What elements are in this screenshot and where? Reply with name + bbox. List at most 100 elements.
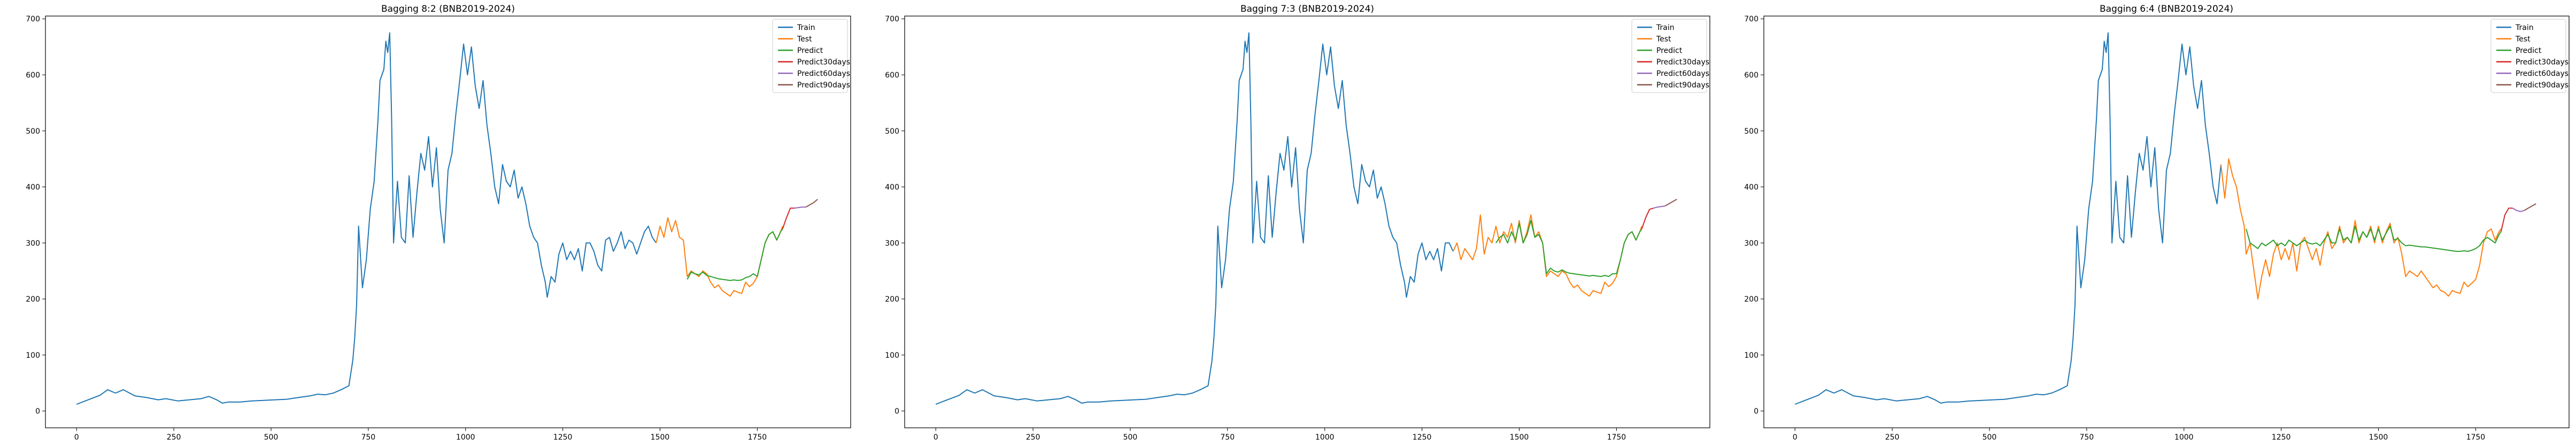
x-tick-label: 500 [1983, 433, 1997, 442]
legend-label: Test [2515, 35, 2531, 44]
y-tick-label: 600 [1744, 71, 1759, 80]
x-tick-label: 250 [167, 433, 181, 442]
series-line-predict [1495, 220, 1642, 278]
x-tick-label: 1250 [553, 433, 573, 442]
y-tick-label: 200 [885, 295, 899, 304]
series-line-predict30days [1641, 207, 1654, 229]
legend-label: Predict30days [2516, 58, 2569, 67]
legend-label: Train [797, 24, 815, 32]
y-tick-label: 200 [1744, 295, 1759, 304]
legend-box [1631, 19, 1707, 93]
legend: Train Test Predict Predict30days Predict60da… [2490, 19, 2569, 93]
chart-title: Bagging 6:4 (BNB2019-2024) [2100, 4, 2233, 14]
x-tick-label: 0 [934, 433, 938, 442]
x-tick-label: 500 [1123, 433, 1138, 442]
legend-box [772, 19, 848, 93]
axes-frame [1763, 16, 2570, 428]
chart-panel-3: Bagging 6:4 (BNB2019-2024)0 250 500 750 1000… [1744, 4, 2570, 442]
y-tick-label: 300 [885, 239, 899, 248]
x-tick-label: 1000 [456, 433, 475, 442]
x-tick-label: 750 [1220, 433, 1235, 442]
legend-label: Predict [2516, 47, 2542, 55]
series-line-predict [687, 228, 783, 281]
chart-title: Bagging 8:2 (BNB2019-2024) [381, 4, 515, 14]
series-line-test [1452, 214, 1642, 297]
x-tick-label: 750 [2079, 433, 2094, 442]
y-tick-label: 0 [1754, 407, 1759, 416]
axes-frame [904, 16, 1710, 428]
series-line-predict [2246, 225, 2502, 252]
legend: Train Test Predict Predict30days Predict60da… [1631, 19, 1709, 93]
legend-label: Predict [797, 47, 823, 55]
legend-label: Predict30days [1656, 58, 1709, 67]
series-line-predict30days [782, 207, 795, 229]
series-line-predict30days [2500, 207, 2513, 232]
y-tick-label: 700 [1744, 15, 1759, 24]
y-tick-label: 300 [26, 239, 40, 248]
x-tick-label: 1750 [1607, 433, 1626, 442]
y-tick-label: 100 [885, 351, 899, 360]
x-tick-label: 0 [1793, 433, 1798, 442]
y-tick-label: 500 [885, 127, 899, 136]
x-tick-label: 500 [264, 433, 279, 442]
legend-label: Predict30days [797, 58, 850, 67]
series-line-train [76, 32, 657, 405]
legend: Train Test Predict Predict30days Predict60da… [772, 19, 850, 93]
series-line-predict90days [2524, 203, 2536, 211]
y-tick-label: 400 [26, 183, 40, 192]
x-tick-label: 750 [361, 433, 375, 442]
chart-panel-2: Bagging 7:3 (BNB2019-2024)0 250 500 750 1000… [885, 4, 1710, 442]
x-tick-label: 1500 [2369, 433, 2388, 442]
legend-label: Predict90days [1656, 81, 1709, 90]
legend-label: Predict90days [2516, 81, 2569, 90]
chart-title: Bagging 7:3 (BNB2019-2024) [1240, 4, 1374, 14]
y-tick-label: 400 [1744, 183, 1759, 192]
y-tick-label: 100 [26, 351, 40, 360]
series-line-test [2220, 158, 2502, 299]
series-line-train [1794, 32, 2222, 405]
x-tick-label: 250 [1026, 433, 1040, 442]
legend-label: Predict60days [1656, 70, 1709, 78]
series-line-predict60days [1653, 205, 1665, 209]
x-tick-label: 1750 [748, 433, 767, 442]
series-line-predict60days [2512, 207, 2525, 212]
series-line-train [935, 32, 1454, 405]
x-tick-label: 1000 [2174, 433, 2194, 442]
y-tick-label: 100 [1744, 351, 1759, 360]
series-line-predict90days [805, 198, 818, 208]
legend-label: Predict60days [2516, 70, 2569, 78]
legend-label: Test [1656, 35, 1671, 44]
x-tick-label: 1250 [1413, 433, 1432, 442]
x-tick-label: 1500 [651, 433, 670, 442]
y-tick-label: 700 [885, 15, 899, 24]
legend-box [2490, 19, 2566, 93]
x-tick-label: 1500 [1510, 433, 1529, 442]
y-tick-label: 500 [26, 127, 40, 136]
y-tick-label: 0 [35, 407, 40, 416]
series-line-predict60days [794, 206, 806, 209]
y-tick-label: 400 [885, 183, 899, 192]
y-tick-label: 600 [26, 71, 40, 80]
series-line-predict90days [1664, 198, 1677, 206]
y-tick-label: 0 [894, 407, 899, 416]
legend-label: Test [797, 35, 812, 44]
axes-frame [45, 16, 851, 428]
legend-label: Predict [1656, 47, 1683, 55]
legend-label: Train [1656, 24, 1675, 32]
x-tick-label: 1250 [2272, 433, 2291, 442]
x-tick-label: 1750 [2466, 433, 2486, 442]
legend-label: Predict90days [797, 81, 850, 90]
x-tick-label: 1000 [1315, 433, 1335, 442]
chart-panel-1: Bagging 8:2 (BNB2019-2024)0 250 500 750 1000… [26, 4, 851, 442]
y-tick-label: 600 [885, 71, 899, 80]
y-tick-label: 300 [1744, 239, 1759, 248]
y-tick-label: 200 [26, 295, 40, 304]
legend-label: Train [2515, 24, 2534, 32]
legend-label: Predict60days [797, 70, 850, 78]
series-line-test [655, 217, 783, 297]
y-tick-label: 700 [26, 15, 40, 24]
x-tick-label: 0 [74, 433, 79, 442]
x-tick-label: 250 [1885, 433, 1900, 442]
y-tick-label: 500 [1744, 127, 1759, 136]
